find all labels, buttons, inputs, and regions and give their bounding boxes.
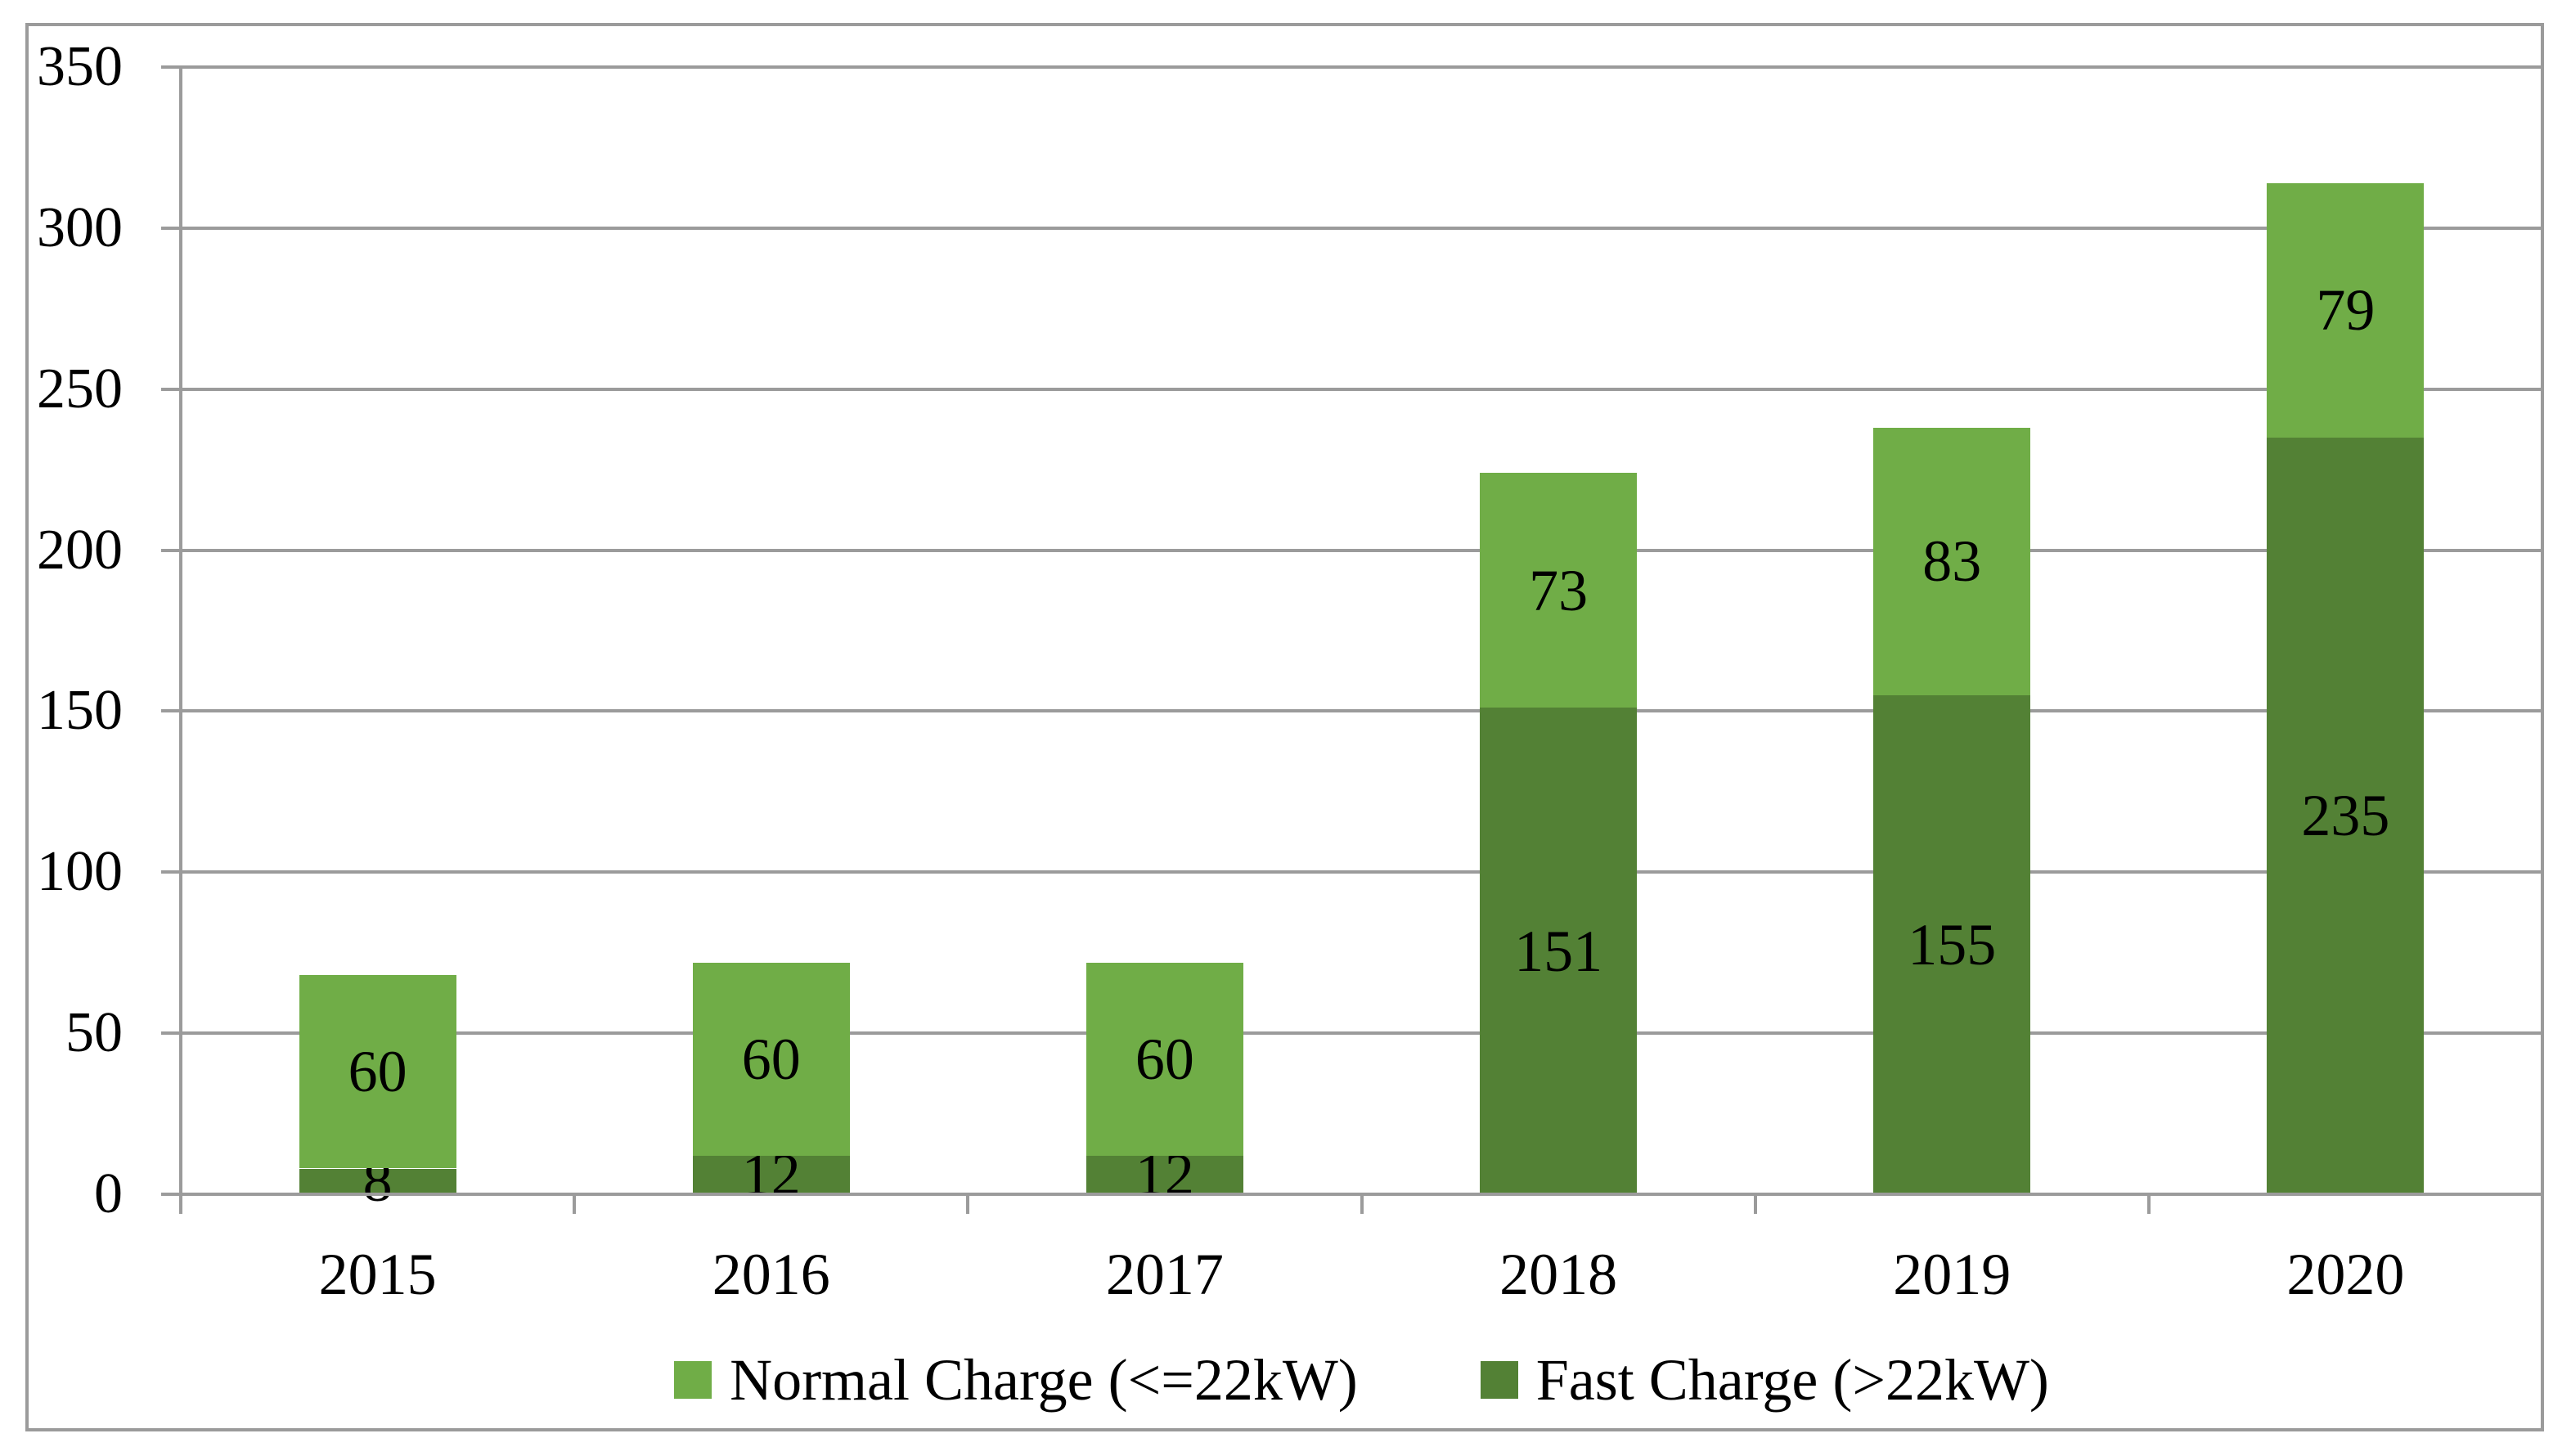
x-category-label-2019: 2019 — [1893, 1242, 2011, 1307]
data-label: 151 — [1514, 918, 1603, 984]
x-category-label-2015: 2015 — [318, 1242, 437, 1307]
x-axis-tick-1 — [573, 1194, 577, 1214]
bar-segment-2016-fast: 12 — [692, 1145, 850, 1204]
data-label: 235 — [2301, 783, 2390, 849]
gridline-250 — [161, 387, 2542, 391]
bar-segment-2018-normal: 73 — [1480, 473, 1638, 708]
y-tick-label-300: 300 — [37, 195, 123, 259]
bar-segment-2016-normal: 60 — [692, 962, 850, 1156]
x-axis-baseline — [161, 1193, 2542, 1196]
x-category-label-2020: 2020 — [2286, 1242, 2405, 1307]
data-label: 83 — [1922, 528, 1982, 595]
legend-swatch-icon — [1480, 1361, 1518, 1399]
y-tick-label-350: 350 — [37, 35, 123, 98]
y-tick-label-50: 50 — [65, 1001, 123, 1065]
y-tick-label-0: 0 — [94, 1162, 123, 1225]
x-axis-tick-3 — [1360, 1194, 1364, 1214]
y-axis-line — [179, 65, 182, 1214]
data-label: 60 — [741, 1026, 801, 1092]
data-label: 60 — [348, 1039, 407, 1105]
x-axis-tick-5 — [2146, 1194, 2151, 1214]
bar-segment-2017-normal: 60 — [1085, 962, 1243, 1156]
gridline-300 — [161, 226, 2542, 230]
legend-item: Fast Charge (>22kW) — [1480, 1347, 2049, 1413]
bar-segment-2019-normal: 83 — [1873, 427, 2031, 695]
data-label: 155 — [1908, 911, 1997, 977]
y-tick-label-200: 200 — [37, 518, 123, 582]
legend-label: Normal Charge (<=22kW) — [730, 1347, 1358, 1413]
legend: Normal Charge (<=22kW) Fast Charge (>22kW… — [181, 1350, 2542, 1410]
y-tick-label-150: 150 — [37, 679, 123, 743]
x-category-label-2017: 2017 — [1105, 1242, 1224, 1307]
bar-segment-2019-fast: 155 — [1873, 694, 2031, 1194]
data-label: 60 — [1135, 1026, 1194, 1092]
y-tick-label-250: 250 — [37, 357, 123, 420]
gridline-350 — [161, 65, 2542, 69]
x-axis-tick-6 — [2541, 1194, 2544, 1214]
x-category-label-2016: 2016 — [712, 1242, 830, 1307]
legend-label: Fast Charge (>22kW) — [1535, 1347, 2049, 1413]
legend-swatch-icon — [674, 1361, 712, 1399]
x-axis-tick-0 — [179, 1194, 182, 1214]
gridline-50 — [161, 1031, 2542, 1036]
x-axis-tick-4 — [1753, 1194, 1757, 1214]
chart-border — [25, 23, 2544, 1431]
data-label: 79 — [2316, 277, 2375, 344]
x-category-label-2018: 2018 — [1499, 1242, 1618, 1307]
bar-segment-2015-normal: 60 — [299, 975, 456, 1169]
bar-segment-2015-fast: 8 — [299, 1152, 456, 1211]
bar-segment-2017-fast: 12 — [1085, 1145, 1243, 1204]
y-tick-label-100: 100 — [37, 840, 123, 904]
x-axis-tick-2 — [966, 1194, 970, 1214]
gridline-100 — [161, 870, 2542, 874]
gridline-200 — [161, 548, 2542, 552]
bar-segment-2020-normal: 79 — [2267, 182, 2425, 438]
legend-item: Normal Charge (<=22kW) — [674, 1350, 1358, 1409]
bar-segment-2020-fast: 235 — [2267, 437, 2425, 1194]
gridline-150 — [161, 709, 2542, 713]
bar-segment-2018-fast: 151 — [1480, 708, 1638, 1194]
data-label: 73 — [1529, 557, 1589, 623]
